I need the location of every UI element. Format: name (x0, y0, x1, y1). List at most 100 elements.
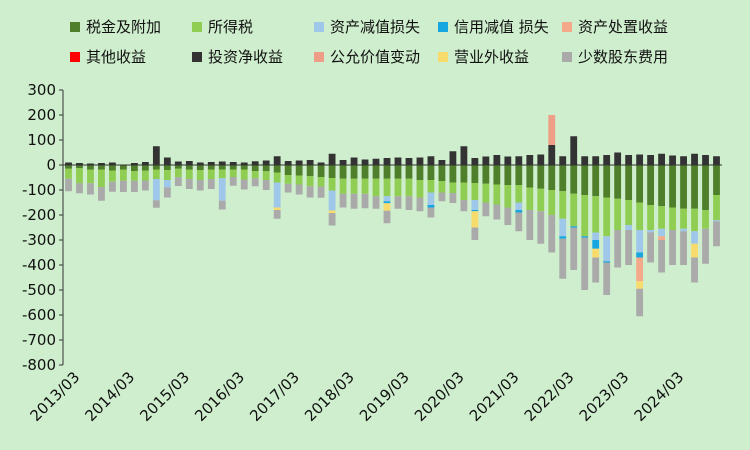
bar-segment (504, 185, 512, 208)
legend-item: 少数股东费用 (562, 46, 668, 67)
bar-segment (229, 162, 237, 165)
bar-segment (713, 220, 720, 222)
y-tick-label: -800 (22, 356, 56, 374)
bar-segment (636, 202, 644, 230)
y-tick-label: 0 (46, 156, 56, 174)
bar-segment (427, 165, 435, 180)
bar-segment (515, 210, 523, 213)
bar-segment (603, 262, 611, 295)
bar-segment (65, 165, 72, 169)
bar-segment (174, 177, 182, 186)
bar-segment (109, 170, 116, 182)
legend-label: 资产减值损失 (330, 18, 421, 36)
bar-segment (240, 179, 248, 190)
bar-segment (76, 168, 83, 184)
legend-swatch (562, 51, 572, 62)
bar-segment (273, 210, 281, 219)
bar-segment (614, 152, 622, 165)
bar-segment (141, 170, 149, 181)
bar-segment (592, 248, 600, 258)
bar-segment (592, 156, 600, 165)
bar-segment (339, 160, 347, 165)
bar-segment (174, 161, 182, 165)
bar-segment (416, 197, 424, 212)
bar-segment (636, 257, 644, 282)
bar-segment (251, 165, 259, 172)
legend-item: 信用减值 损失 (438, 16, 549, 37)
bar-segment (559, 156, 567, 165)
bar-segment (471, 183, 479, 200)
bar-segment (328, 210, 336, 213)
bar-segment (87, 163, 94, 165)
legend-item: 公允价值变动 (314, 46, 420, 67)
bar-segment (614, 198, 622, 230)
bar-segment (196, 165, 204, 170)
bar-segment (229, 177, 237, 186)
bar-segment (482, 183, 490, 203)
bar-segment (592, 257, 600, 283)
bar-segment (185, 169, 193, 179)
bar-segment (647, 232, 655, 263)
bar-segment (109, 162, 116, 165)
legend-label: 税金及附加 (86, 18, 162, 36)
bar-segment (427, 192, 435, 205)
bar-segment (438, 181, 446, 193)
legend-swatch (438, 51, 448, 62)
bar-segment (680, 231, 687, 265)
bar-segment (405, 158, 413, 165)
bar-segment (163, 187, 171, 198)
bar-segment (427, 207, 435, 218)
bar-segment (87, 183, 94, 195)
bar-segment (548, 115, 556, 145)
bar-segment (680, 228, 687, 232)
bar-segment (262, 165, 270, 172)
bar-segment (229, 165, 237, 170)
x-tick-label: 2019/03 (356, 368, 413, 425)
bar-group (65, 115, 720, 317)
bar-segment (76, 165, 83, 169)
bar-segment (526, 165, 534, 188)
bar-segment (328, 190, 336, 211)
bar-segment (713, 165, 720, 195)
x-tick-label: 2024/03 (631, 368, 688, 425)
bar-segment (636, 230, 644, 253)
bar-segment (680, 156, 687, 165)
bar-segment (713, 221, 720, 247)
legend-label: 信用减值 损失 (454, 18, 549, 36)
bar-segment (581, 156, 589, 165)
bar-segment (185, 165, 193, 170)
bar-segment (273, 165, 281, 173)
bar-segment (394, 196, 402, 209)
bar-segment (76, 163, 83, 165)
bar-segment (416, 165, 424, 180)
bar-segment (163, 165, 171, 170)
bar-segment (163, 170, 171, 180)
bar-segment (383, 210, 391, 224)
bar-segment (647, 165, 655, 205)
bar-segment (229, 169, 237, 177)
bar-segment (152, 200, 160, 208)
bar-segment (141, 180, 149, 191)
bar-segment (339, 165, 347, 179)
bar-segment (207, 169, 215, 179)
bar-segment (185, 179, 193, 189)
bar-segment (317, 177, 325, 187)
legend-swatch (70, 21, 80, 32)
bar-segment (691, 153, 698, 165)
bar-segment (537, 211, 545, 244)
x-tick-label: 2023/03 (576, 368, 633, 425)
bar-segment (493, 204, 501, 220)
bar-segment (273, 182, 281, 208)
legend-item: 营业外收益 (438, 46, 529, 67)
bar-segment (372, 165, 380, 179)
bar-segment (669, 230, 676, 265)
bar-segment (405, 196, 413, 210)
bar-segment (427, 156, 435, 165)
bar-segment (504, 165, 512, 185)
x-tick-label: 2015/03 (136, 368, 193, 425)
bar-segment (526, 155, 534, 165)
legend-label: 资产处置收益 (578, 18, 669, 36)
bar-segment (669, 165, 676, 208)
bar-segment (658, 236, 665, 240)
bar-segment (317, 165, 325, 177)
